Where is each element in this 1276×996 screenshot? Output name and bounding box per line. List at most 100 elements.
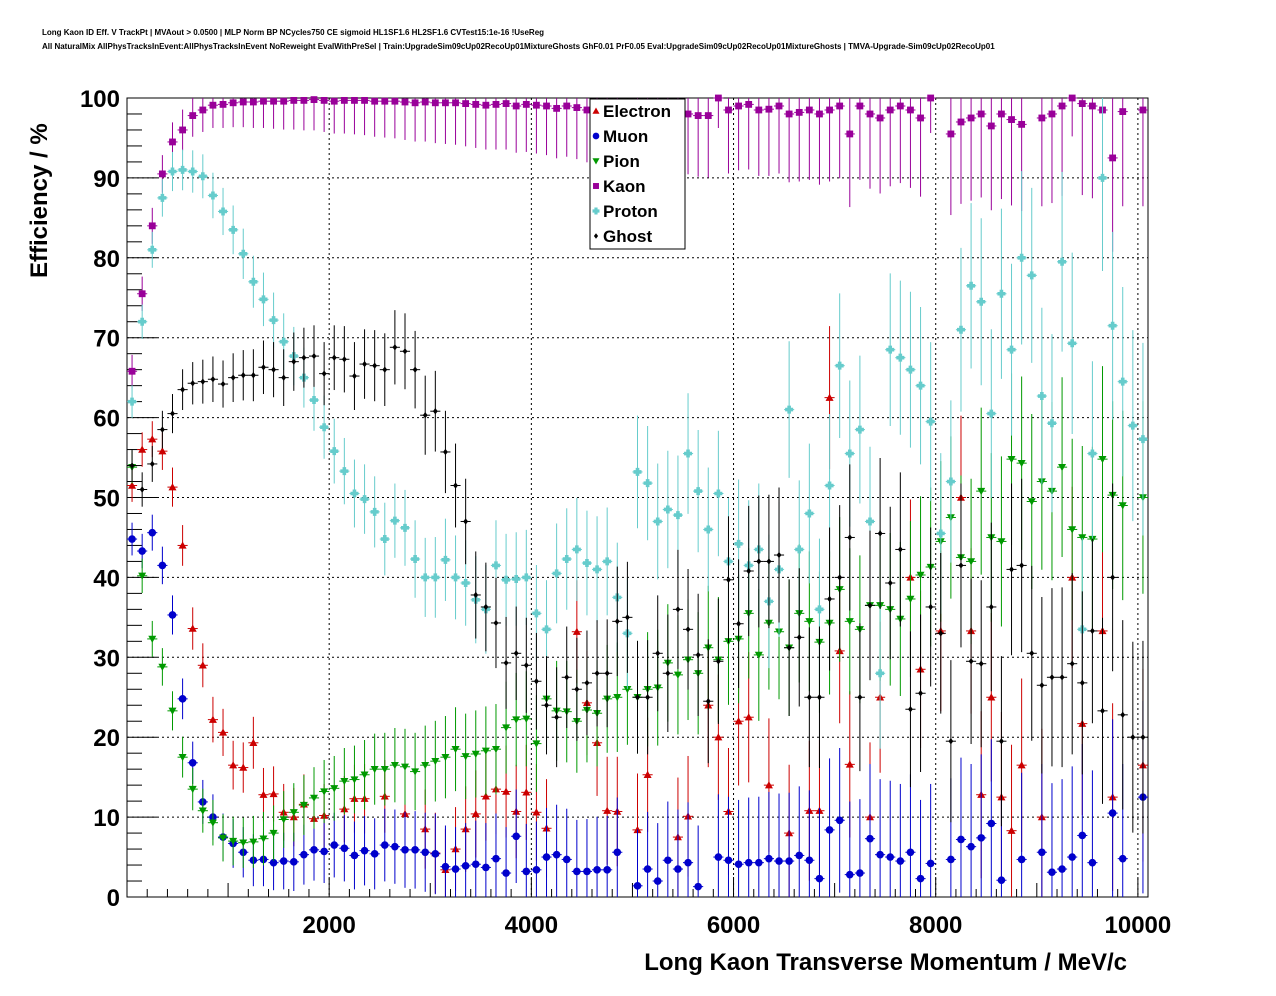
data-point-proton	[896, 353, 905, 362]
data-point-ghost	[897, 546, 903, 553]
data-point-kaon	[694, 112, 702, 119]
data-point-kaon	[442, 99, 449, 107]
data-point-pion	[916, 571, 925, 580]
data-point-ghost	[867, 602, 873, 609]
y-tick-label: 70	[93, 326, 120, 353]
data-point-ghost	[362, 360, 367, 368]
data-point-ghost	[604, 670, 610, 677]
series-electron	[127, 326, 1148, 897]
data-point-proton	[643, 479, 652, 488]
data-point-muon	[441, 862, 450, 871]
data-point-kaon	[957, 118, 965, 126]
data-point-muon	[947, 855, 955, 864]
data-point-kaon	[714, 94, 722, 102]
data-point-kaon	[795, 108, 803, 116]
series-ghost	[127, 310, 1148, 834]
x-tick-label: 8000	[909, 912, 962, 939]
data-point-electron	[764, 781, 773, 789]
data-point-muon	[522, 867, 531, 876]
data-point-ghost	[230, 374, 236, 381]
data-point-proton	[320, 423, 329, 432]
y-tick-label: 90	[93, 166, 120, 193]
data-point-muon	[805, 856, 814, 865]
y-tick-label: 0	[107, 885, 120, 912]
data-point-muon	[320, 847, 328, 856]
data-point-ghost	[1009, 566, 1014, 573]
legend-marker-ghost	[593, 233, 599, 239]
data-point-ghost	[311, 352, 317, 360]
legend-marker-muon	[592, 132, 600, 140]
data-point-proton	[1138, 435, 1147, 444]
data-point-pion	[977, 487, 986, 496]
data-point-kaon	[775, 102, 783, 110]
data-point-ghost	[210, 376, 216, 383]
data-point-muon	[886, 853, 895, 861]
data-point-ghost	[1059, 674, 1065, 681]
data-point-electron	[825, 393, 834, 401]
data-point-ghost	[796, 634, 802, 641]
data-point-kaon	[189, 112, 197, 119]
data-point-proton	[815, 605, 824, 614]
data-point-kaon	[886, 106, 894, 114]
data-point-ghost	[372, 362, 378, 369]
data-point-ghost	[1100, 707, 1105, 715]
data-point-ghost	[635, 694, 640, 701]
data-point-kaon	[421, 98, 429, 106]
data-point-electron	[643, 770, 652, 778]
data-point-muon	[360, 846, 369, 855]
data-point-pion	[1058, 463, 1067, 472]
data-point-electron	[522, 788, 531, 796]
data-point-kaon	[310, 96, 318, 103]
y-tick-label: 80	[93, 246, 120, 273]
data-point-muon	[340, 844, 349, 853]
data-point-pion	[1068, 526, 1077, 534]
data-point-ghost	[574, 686, 580, 693]
data-point-kaon	[1008, 116, 1015, 123]
data-point-muon	[967, 842, 975, 851]
data-point-ghost	[938, 630, 944, 637]
data-point-muon	[188, 758, 197, 767]
legend-label-kaon: Kaon	[603, 177, 646, 196]
data-point-muon	[1048, 868, 1056, 877]
data-point-ghost	[978, 660, 984, 667]
data-point-pion	[411, 768, 420, 776]
data-point-muon	[461, 862, 470, 870]
legend-label-electron: Electron	[603, 102, 671, 121]
data-point-muon	[926, 859, 935, 868]
data-point-proton	[593, 565, 602, 574]
data-point-ghost	[857, 694, 863, 701]
data-point-kaon	[138, 290, 146, 298]
data-point-proton	[188, 167, 197, 176]
data-point-ghost	[341, 356, 347, 363]
data-point-proton	[249, 277, 258, 286]
data-point-pion	[370, 765, 379, 774]
data-point-kaon	[158, 170, 166, 178]
data-point-proton	[1088, 449, 1097, 458]
data-point-proton	[916, 381, 925, 390]
data-point-kaon	[1078, 100, 1086, 107]
data-point-ghost	[766, 558, 772, 565]
data-point-muon	[431, 850, 440, 858]
data-point-proton	[1017, 253, 1026, 262]
data-point-kaon	[391, 97, 399, 105]
data-point-pion	[1027, 498, 1036, 506]
data-point-pion	[471, 750, 480, 758]
data-point-proton	[835, 361, 844, 370]
data-point-kaon	[290, 96, 298, 104]
data-point-ghost	[958, 562, 964, 569]
data-point-ghost	[149, 460, 155, 468]
data-point-ghost	[402, 348, 408, 355]
data-point-proton	[198, 172, 207, 181]
data-point-muon	[492, 854, 500, 863]
y-tick-label: 60	[93, 406, 120, 433]
data-point-kaon	[725, 106, 732, 114]
data-point-muon	[1068, 853, 1076, 861]
data-point-proton	[946, 477, 955, 486]
data-point-muon	[785, 857, 793, 865]
data-point-proton	[582, 559, 591, 568]
legend-label-pion: Pion	[603, 152, 640, 171]
data-point-proton	[926, 417, 935, 426]
data-point-ghost	[614, 618, 620, 625]
data-point-muon	[916, 874, 925, 883]
